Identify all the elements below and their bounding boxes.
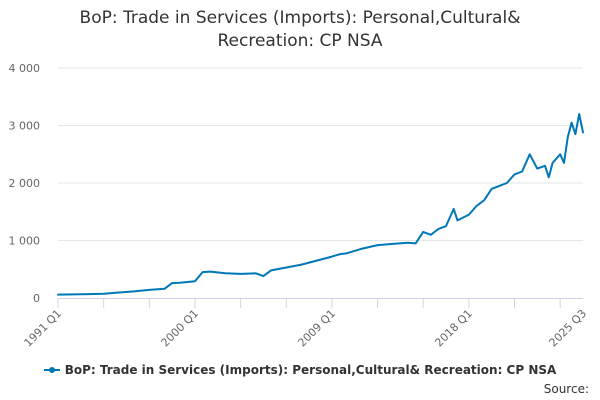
legend[interactable]: BoP: Trade in Services (Imports): Person…: [0, 363, 600, 377]
x-tick-label: 1991 Q1: [22, 307, 65, 350]
x-tick-label: 2000 Q1: [159, 307, 202, 350]
chart-title-line-1: BoP: Trade in Services (Imports): Person…: [79, 8, 521, 28]
x-tick-label: 2018 Q1: [432, 307, 475, 350]
y-tick-label: 0: [33, 292, 40, 305]
grid-lines: [58, 67, 583, 241]
legend-marker-icon: [43, 366, 60, 373]
x-tick-label: 2009 Q1: [295, 307, 338, 350]
chart-title-line-2: Recreation: CP NSA: [217, 31, 383, 51]
legend-label: BoP: Trade in Services (Imports): Person…: [64, 363, 557, 377]
x-tick-label: 2025 Q3: [547, 307, 590, 350]
y-tick-label: 4 000: [9, 62, 41, 75]
source-label: Source:: [543, 382, 589, 396]
y-tick-label: 2 000: [9, 177, 41, 190]
y-axis-tick-labels: 0 1 000 2 000 3 000 4 000: [9, 62, 41, 305]
series-layer: [57, 113, 584, 296]
y-tick-label: 3 000: [9, 120, 41, 133]
series-line[interactable]: [57, 113, 584, 296]
y-tick-label: 1 000: [9, 235, 41, 248]
chart-title: BoP: Trade in Services (Imports): Person…: [0, 7, 600, 53]
x-axis: [57, 298, 583, 308]
x-axis-tick-labels: 1991 Q1 2000 Q1 2009 Q1 2018 Q1 2025 Q3: [22, 307, 590, 350]
